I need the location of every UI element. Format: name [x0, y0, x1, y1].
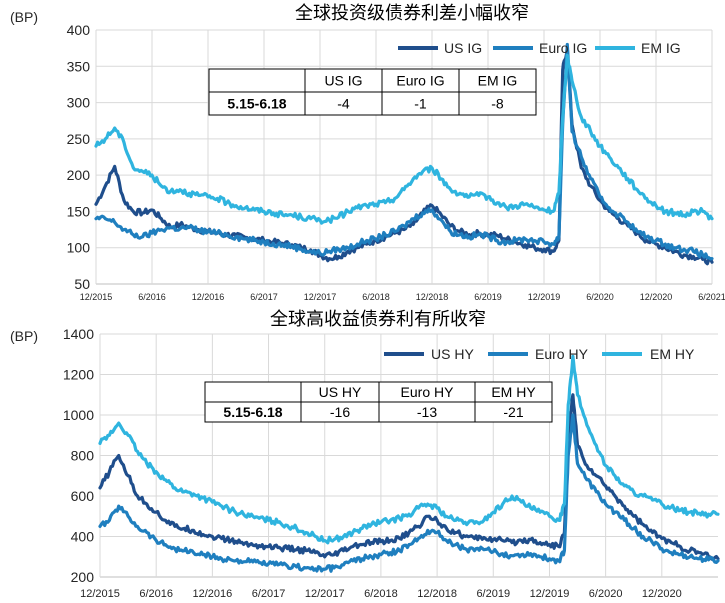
table-cell [458, 91, 537, 116]
chart-title: 全球高收益债券利有所收窄 [270, 309, 486, 329]
x-tick-label: 12/2019 [528, 292, 561, 302]
chart-panel-2: 全球高收益债券利有所收窄 (BP) 200 400 600 800 1000 1200 1400… [10, 309, 720, 600]
x-tick-label: 6/2017 [250, 292, 278, 302]
y-tick-label: 250 [67, 131, 91, 147]
y-axis-unit-label: (BP) [10, 9, 38, 25]
x-tick-label: 12/2016 [192, 588, 232, 600]
y-tick-label: 400 [67, 22, 91, 38]
table-value: 5.15-6.18 [227, 96, 286, 112]
table-cell [474, 401, 553, 423]
x-tick-label: 6/2019 [474, 292, 502, 302]
x-tick-label: 12/2015 [80, 292, 113, 302]
x-tick-label: 12/2019 [530, 588, 570, 600]
x-tick-label: 6/2020 [586, 292, 614, 302]
table-value: -1 [414, 96, 427, 112]
y-tick-label: 50 [74, 276, 90, 292]
table-value: -13 [417, 404, 437, 420]
legend-label: Euro IG [539, 40, 587, 56]
x-tick-label: 12/2020 [642, 588, 682, 600]
x-tick-label: 12/2017 [305, 588, 345, 600]
table-header: Euro HY [401, 384, 455, 400]
x-tick-label: 6/2019 [476, 588, 510, 600]
x-tick-label: 12/2015 [80, 588, 120, 600]
legend-label: EM IG [641, 40, 681, 56]
table-cell [204, 381, 302, 403]
x-tick-label: 12/2017 [304, 292, 337, 302]
legend-label: US IG [444, 40, 482, 56]
series-line-us-hy [98, 393, 720, 561]
legend-label: US HY [431, 346, 474, 362]
legend-label: EM HY [650, 346, 695, 362]
x-tick-label: 12/2016 [192, 292, 225, 302]
x-tick-label: 6/2016 [139, 588, 173, 600]
table-header: US HY [319, 384, 362, 400]
table-value: 5.15-6.18 [223, 404, 282, 420]
y-tick-label: 100 [67, 240, 91, 256]
series-line-euro-hy [98, 413, 720, 573]
y-tick-label: 200 [71, 569, 95, 585]
y-tick-label: 1000 [63, 407, 94, 423]
series-line-em-hy [98, 354, 720, 545]
x-tick-label: 6/2018 [362, 292, 390, 302]
chart-title: 全球投资级债券利差小幅收窄 [295, 3, 529, 23]
series-line-em-ig [94, 53, 714, 225]
table-header: Euro IG [396, 73, 444, 89]
chart-panel-1: 全球投资级债券利差小幅收窄 (BP) 50 100 150 200 250 300 350 400… [10, 3, 725, 302]
x-tick-label: 12/2018 [417, 588, 457, 600]
y-tick-label: 300 [67, 95, 91, 111]
y-axis-unit-label: (BP) [10, 328, 38, 344]
table-value: -4 [337, 96, 350, 112]
table-value: -8 [491, 96, 504, 112]
table-cell [208, 68, 306, 93]
y-tick-label: 1200 [63, 367, 94, 383]
table-header: US IG [324, 73, 362, 89]
y-tick-label: 200 [67, 167, 91, 183]
y-tick-label: 800 [71, 448, 95, 464]
spread-change-table: US IG Euro IG EM IG 5.15-6.18 -4 -1 -8 [208, 68, 537, 116]
table-header: EM HY [491, 384, 536, 400]
y-tick-label: 150 [67, 203, 91, 219]
x-tick-label: 12/2020 [640, 292, 673, 302]
y-tick-label: 400 [71, 529, 95, 545]
table-header: EM IG [478, 73, 518, 89]
x-tick-label: 6/2017 [252, 588, 286, 600]
x-tick-label: 6/2020 [589, 588, 623, 600]
y-tick-label: 350 [67, 58, 91, 74]
y-tick-label: 600 [71, 488, 95, 504]
y-tick-label: 1400 [63, 326, 94, 342]
table-value: -16 [330, 404, 350, 420]
x-tick-label: 6/2018 [364, 588, 398, 600]
legend-label: Euro HY [535, 346, 589, 362]
spread-change-table: US HY Euro HY EM HY 5.15-6.18 -16 -13 -21 [204, 381, 553, 423]
series-line-euro-ig [94, 42, 714, 261]
table-value: -21 [503, 404, 523, 420]
x-tick-label: 12/2018 [416, 292, 449, 302]
x-tick-label: 6/2016 [138, 292, 166, 302]
x-tick-label: 6/2021 [698, 292, 725, 302]
